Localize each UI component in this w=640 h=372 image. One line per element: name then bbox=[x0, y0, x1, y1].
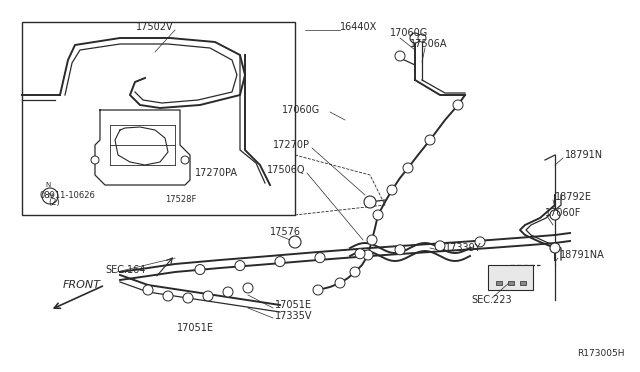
Text: 17270P: 17270P bbox=[273, 140, 310, 150]
Circle shape bbox=[387, 185, 397, 195]
Circle shape bbox=[335, 278, 345, 288]
Text: R173005H: R173005H bbox=[577, 349, 625, 358]
Text: 17060G: 17060G bbox=[282, 105, 320, 115]
Text: N: N bbox=[47, 193, 52, 199]
Text: 17335V: 17335V bbox=[275, 311, 312, 321]
Bar bbox=[508, 281, 514, 285]
Circle shape bbox=[364, 196, 376, 208]
Text: 17506Q: 17506Q bbox=[266, 165, 305, 175]
Text: SEC.223: SEC.223 bbox=[472, 295, 512, 305]
Text: 17339Y: 17339Y bbox=[445, 243, 482, 253]
Text: (2): (2) bbox=[48, 199, 60, 208]
Text: 17576: 17576 bbox=[269, 227, 301, 237]
Circle shape bbox=[425, 135, 435, 145]
Text: 17270PA: 17270PA bbox=[195, 168, 238, 178]
Text: 18792E: 18792E bbox=[555, 192, 592, 202]
Circle shape bbox=[235, 260, 245, 270]
Circle shape bbox=[403, 163, 413, 173]
Circle shape bbox=[367, 235, 377, 245]
Text: 17502V: 17502V bbox=[136, 22, 174, 32]
Text: 18791NA: 18791NA bbox=[560, 250, 605, 260]
Circle shape bbox=[275, 257, 285, 267]
Circle shape bbox=[363, 250, 373, 260]
Text: FRONT: FRONT bbox=[63, 280, 101, 290]
Circle shape bbox=[395, 51, 405, 61]
Circle shape bbox=[355, 249, 365, 259]
Circle shape bbox=[373, 210, 383, 220]
Text: 17051E: 17051E bbox=[275, 300, 312, 310]
Circle shape bbox=[183, 293, 193, 303]
Text: 17060F: 17060F bbox=[545, 208, 581, 218]
Bar bbox=[488, 265, 533, 290]
Circle shape bbox=[42, 188, 58, 204]
Text: 18791N: 18791N bbox=[565, 150, 603, 160]
Text: N: N bbox=[45, 182, 51, 188]
Text: 17506A: 17506A bbox=[410, 39, 447, 49]
Circle shape bbox=[395, 245, 405, 255]
Text: 08911-10626: 08911-10626 bbox=[40, 190, 96, 199]
Circle shape bbox=[289, 236, 301, 248]
Circle shape bbox=[313, 285, 323, 295]
Circle shape bbox=[243, 283, 253, 293]
Circle shape bbox=[435, 241, 445, 251]
Circle shape bbox=[550, 210, 560, 220]
Bar bbox=[496, 281, 502, 285]
Circle shape bbox=[453, 100, 463, 110]
Circle shape bbox=[418, 34, 426, 42]
Text: 17051E: 17051E bbox=[177, 323, 214, 333]
Circle shape bbox=[203, 291, 213, 301]
Circle shape bbox=[350, 267, 360, 277]
Circle shape bbox=[143, 285, 153, 295]
Circle shape bbox=[195, 264, 205, 275]
Circle shape bbox=[410, 33, 420, 43]
Bar bbox=[520, 281, 526, 285]
Circle shape bbox=[550, 243, 560, 253]
Circle shape bbox=[181, 156, 189, 164]
Text: SEC.164: SEC.164 bbox=[105, 265, 145, 275]
Circle shape bbox=[223, 287, 233, 297]
Bar bbox=[22, 22, 295, 215]
Text: 16440X: 16440X bbox=[340, 22, 377, 32]
Circle shape bbox=[91, 156, 99, 164]
Circle shape bbox=[315, 253, 325, 263]
Circle shape bbox=[163, 291, 173, 301]
Circle shape bbox=[475, 237, 485, 247]
Text: 17528F: 17528F bbox=[165, 196, 196, 205]
Text: 17060G: 17060G bbox=[390, 28, 428, 38]
